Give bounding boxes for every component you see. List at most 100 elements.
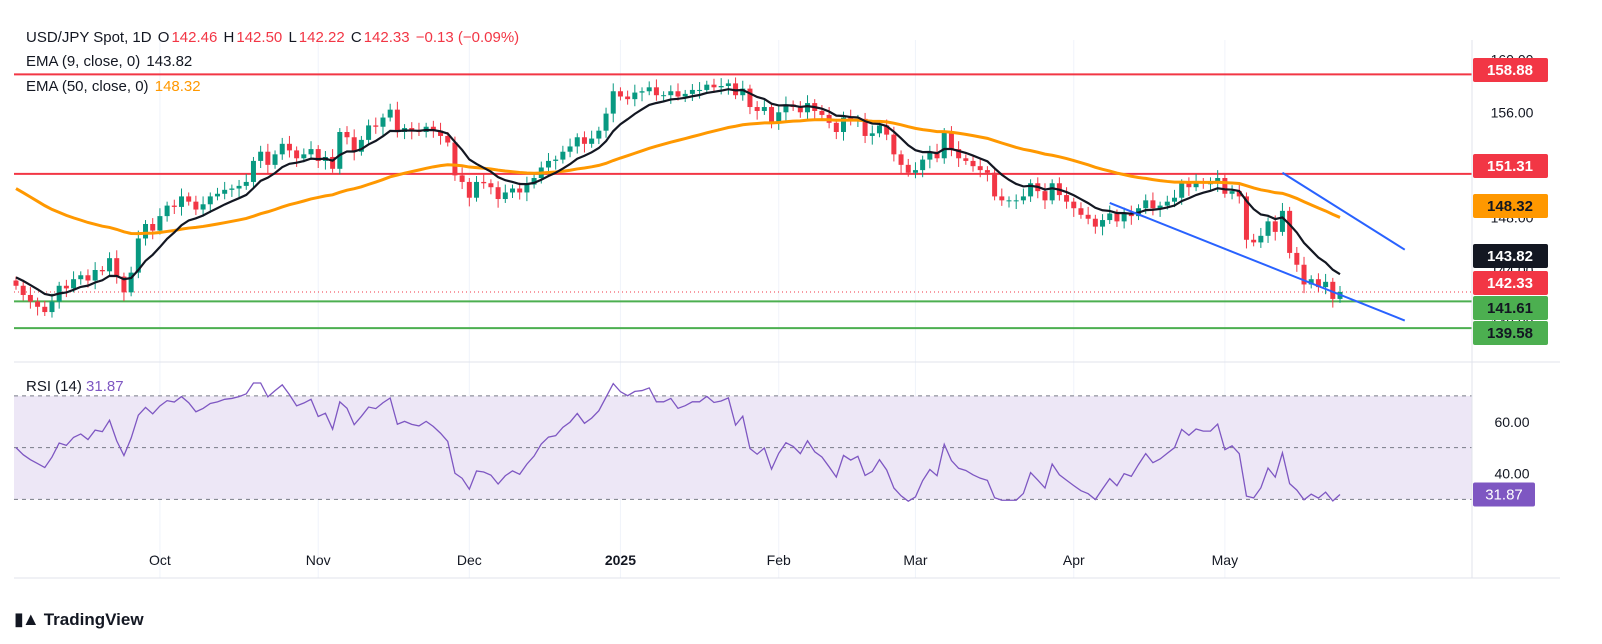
candle-body (553, 159, 559, 161)
ema9-legend: EMA (9, close, 0) 143.82 (26, 53, 194, 71)
candle-body (574, 137, 580, 147)
ema-lines (15, 88, 1341, 297)
price-labels: 158.88 151.31 148.32 143.82 142.33 141.61 139.… (1473, 58, 1548, 507)
ema9-line (15, 88, 1341, 297)
candle-body (819, 110, 825, 115)
time-tick-label: Mar (903, 552, 927, 568)
candle-body (330, 156, 336, 169)
price-label-box (1473, 194, 1548, 218)
candle-body (545, 160, 551, 168)
candle-body (718, 86, 724, 88)
candle-body (927, 151, 933, 160)
candle-body (653, 87, 659, 96)
candle-body (286, 143, 292, 151)
candle-body (380, 117, 386, 127)
candle-body (682, 93, 688, 97)
price-label-text: 143.82 (1487, 248, 1533, 265)
ohlc-legend: USD/JPY Spot, 1D O 142.46 H 142.50 L 142.22… (26, 29, 521, 47)
candle-body (510, 188, 515, 193)
candle-body (948, 132, 954, 150)
candle-body (301, 154, 307, 159)
candle-body (617, 91, 623, 97)
candle-body (1222, 178, 1228, 194)
symbol-title: USD/JPY Spot, 1D (26, 29, 152, 46)
candle-body (1020, 196, 1026, 201)
candle-body (1258, 235, 1264, 243)
rsi-panel: 60.00 40.00 (14, 382, 1530, 502)
candle-body (366, 125, 372, 140)
price-label-box (1473, 154, 1548, 178)
candle-body (1301, 264, 1307, 285)
candle-body (596, 130, 602, 139)
candle-body (135, 238, 141, 273)
candle-body (805, 103, 811, 113)
candle-body (984, 170, 990, 173)
candle-body (1330, 281, 1336, 299)
candle-body (905, 164, 911, 173)
time-tick-label: Oct (149, 552, 171, 568)
time-tick-label: Feb (767, 552, 791, 568)
candle-body (531, 178, 537, 185)
candle-body (797, 107, 803, 113)
candle-body (20, 285, 26, 295)
candle-body (567, 146, 573, 152)
candle-body (747, 88, 753, 108)
tradingview-logo-icon: ▮▲ (14, 609, 40, 629)
ema50-line (15, 118, 1341, 236)
candle-body (1172, 197, 1177, 202)
candle-body (661, 95, 667, 97)
price-label-box (1473, 271, 1548, 295)
candle-body (1287, 210, 1293, 253)
candle-body (1294, 252, 1300, 265)
candle-body (776, 112, 782, 123)
close-label: C (350, 29, 362, 46)
candle-body (1064, 195, 1070, 202)
candle-body (13, 280, 19, 286)
candle-body (351, 137, 357, 152)
candle-body (1107, 213, 1113, 221)
candle-body (668, 91, 674, 96)
candle-body (171, 205, 177, 207)
candle-body (891, 134, 897, 155)
candle-body (1049, 183, 1055, 201)
candle-body (63, 285, 69, 289)
candle-body (1121, 213, 1127, 222)
price-label-box (1473, 58, 1548, 82)
tradingview-brand[interactable]: ▮▲ TradingView (14, 609, 144, 630)
candle-body (977, 166, 983, 171)
price-label-text: 158.88 (1487, 62, 1533, 79)
candle-body (99, 270, 105, 272)
candle-body (186, 196, 192, 202)
candle-body (898, 154, 904, 165)
candle-body (438, 130, 444, 136)
candle-body (459, 175, 465, 182)
candle-body (315, 149, 321, 161)
candle-body (1265, 221, 1271, 236)
candle-body (150, 224, 156, 231)
candle-body (207, 196, 213, 205)
candle-body (1042, 191, 1048, 201)
candle-body (697, 89, 703, 91)
candle-body (639, 91, 645, 93)
candle-body (689, 89, 695, 94)
ema50-label: EMA (50, close, 0) (26, 78, 149, 95)
candle-body (394, 109, 400, 132)
candle-body (474, 181, 480, 198)
candle-body (956, 149, 962, 159)
rsi-label-text: 31.87 (1485, 486, 1523, 503)
candle-body (769, 107, 775, 123)
rsi-line (15, 382, 1341, 502)
candle-body (373, 125, 379, 127)
candle-body (704, 84, 710, 90)
price-label-box (1473, 321, 1548, 345)
candle-body (625, 96, 631, 100)
candle-body (164, 205, 170, 217)
candle-body (114, 258, 120, 277)
candle-body (337, 132, 343, 169)
candle-body (876, 125, 882, 134)
candle-body (214, 193, 220, 197)
candle-body (200, 204, 206, 210)
candle-body (179, 196, 184, 207)
high-label: H (223, 29, 235, 46)
